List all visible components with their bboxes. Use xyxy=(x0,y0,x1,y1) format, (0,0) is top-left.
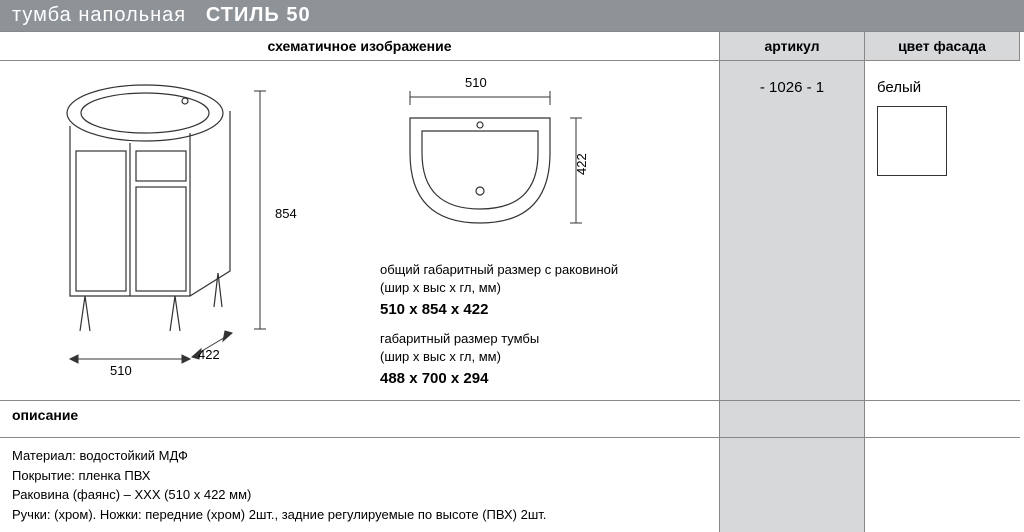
basin-top-drawing: 422 xyxy=(390,83,610,253)
basin-dim-h: 422 xyxy=(574,153,589,175)
color-cell-empty xyxy=(865,401,1020,438)
sku-cell-empty xyxy=(720,401,865,438)
sku-cell-empty2 xyxy=(720,438,865,532)
sku-cell: - 1026 - 1 xyxy=(720,61,865,401)
cabinet-label2: (шир х выс х гл, мм) xyxy=(380,348,618,366)
dim-height: 854 xyxy=(275,206,297,221)
title-bar: тумба напольная СТИЛЬ 50 xyxy=(0,0,1024,31)
sku-value: - 1026 - 1 xyxy=(760,79,824,96)
color-cell: белый xyxy=(865,61,1020,401)
spec-grid: схематичное изображение артикул цвет фас… xyxy=(0,31,1024,532)
description-heading: описание xyxy=(0,401,720,438)
dim-width: 510 xyxy=(110,363,132,378)
cabinet-label1: габаритный размер тумбы xyxy=(380,330,618,348)
basin-dim-w: 510 xyxy=(465,75,487,90)
color-cell-empty2 xyxy=(865,438,1020,532)
color-swatch xyxy=(877,106,947,176)
cabinet-drawing xyxy=(30,71,330,391)
header-diagram: схематичное изображение xyxy=(0,32,720,61)
description-body: Материал: водостойкий МДФПокрытие: пленк… xyxy=(0,438,720,532)
spec-text: общий габаритный размер с раковиной (шир… xyxy=(380,261,618,400)
description-line: Покрытие: пленка ПВХ xyxy=(12,466,707,486)
description-line: Ручки: (хром). Ножки: передние (хром) 2ш… xyxy=(12,505,707,525)
cabinet-value: 488 x 700 x 294 xyxy=(380,369,618,389)
title-model: СТИЛЬ 50 xyxy=(206,4,311,26)
overall-label1: общий габаритный размер с раковиной xyxy=(380,261,618,279)
overall-label2: (шир х выс х гл, мм) xyxy=(380,279,618,297)
description-line: Раковина (фаянс) – ХХХ (510 х 422 мм) xyxy=(12,485,707,505)
header-color: цвет фасада xyxy=(865,32,1020,61)
header-sku: артикул xyxy=(720,32,865,61)
description-line: Материал: водостойкий МДФ xyxy=(12,446,707,466)
title-prefix: тумба напольная xyxy=(12,4,186,26)
overall-value: 510 x 854 x 422 xyxy=(380,300,618,320)
diagram-cell: 854 510 422 422 510 xyxy=(0,61,720,401)
color-label: белый xyxy=(877,79,1008,96)
dim-depth: 422 xyxy=(198,347,220,362)
